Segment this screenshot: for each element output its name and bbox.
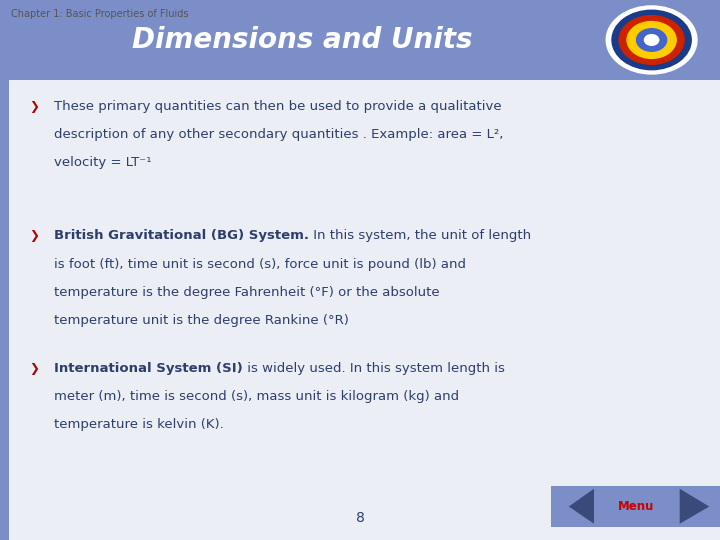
- Text: ❯: ❯: [30, 230, 40, 242]
- Circle shape: [644, 35, 659, 45]
- Text: Dimensions and Units: Dimensions and Units: [132, 26, 472, 54]
- Polygon shape: [569, 489, 594, 524]
- Text: International System (SI): International System (SI): [54, 362, 243, 375]
- Text: temperature unit is the degree Rankine (°R): temperature unit is the degree Rankine (…: [54, 314, 349, 327]
- Text: In this system, the unit of length: In this system, the unit of length: [309, 230, 531, 242]
- FancyBboxPatch shape: [0, 0, 720, 80]
- Text: is widely used. In this system length is: is widely used. In this system length is: [243, 362, 505, 375]
- Text: description of any other secondary quantities . Example: area = L²,: description of any other secondary quant…: [54, 128, 503, 141]
- Circle shape: [606, 6, 697, 74]
- Circle shape: [636, 29, 667, 51]
- Text: is foot (ft), time unit is second (s), force unit is pound (lb) and: is foot (ft), time unit is second (s), f…: [54, 258, 466, 271]
- Circle shape: [612, 10, 691, 70]
- Text: Chapter 1: Basic Properties of Fluids: Chapter 1: Basic Properties of Fluids: [11, 9, 189, 19]
- Text: ❯: ❯: [30, 100, 40, 113]
- Text: Menu: Menu: [618, 500, 654, 513]
- Text: British Gravitational (BG) System.: British Gravitational (BG) System.: [54, 230, 309, 242]
- Text: meter (m), time is second (s), mass unit is kilogram (kg) and: meter (m), time is second (s), mass unit…: [54, 390, 459, 403]
- FancyBboxPatch shape: [9, 80, 720, 540]
- Text: temperature is the degree Fahrenheit (°F) or the absolute: temperature is the degree Fahrenheit (°F…: [54, 286, 440, 299]
- Text: temperature is kelvin (K).: temperature is kelvin (K).: [54, 418, 224, 431]
- Text: These primary quantities can then be used to provide a qualitative: These primary quantities can then be use…: [54, 100, 502, 113]
- FancyBboxPatch shape: [551, 486, 605, 526]
- Text: velocity = LT⁻¹: velocity = LT⁻¹: [54, 156, 151, 169]
- Polygon shape: [680, 489, 709, 524]
- FancyBboxPatch shape: [0, 80, 9, 540]
- Text: 8: 8: [356, 511, 364, 525]
- FancyBboxPatch shape: [668, 486, 720, 526]
- Text: ❯: ❯: [30, 362, 40, 375]
- Circle shape: [627, 22, 676, 58]
- FancyBboxPatch shape: [601, 486, 672, 526]
- Circle shape: [619, 16, 684, 64]
